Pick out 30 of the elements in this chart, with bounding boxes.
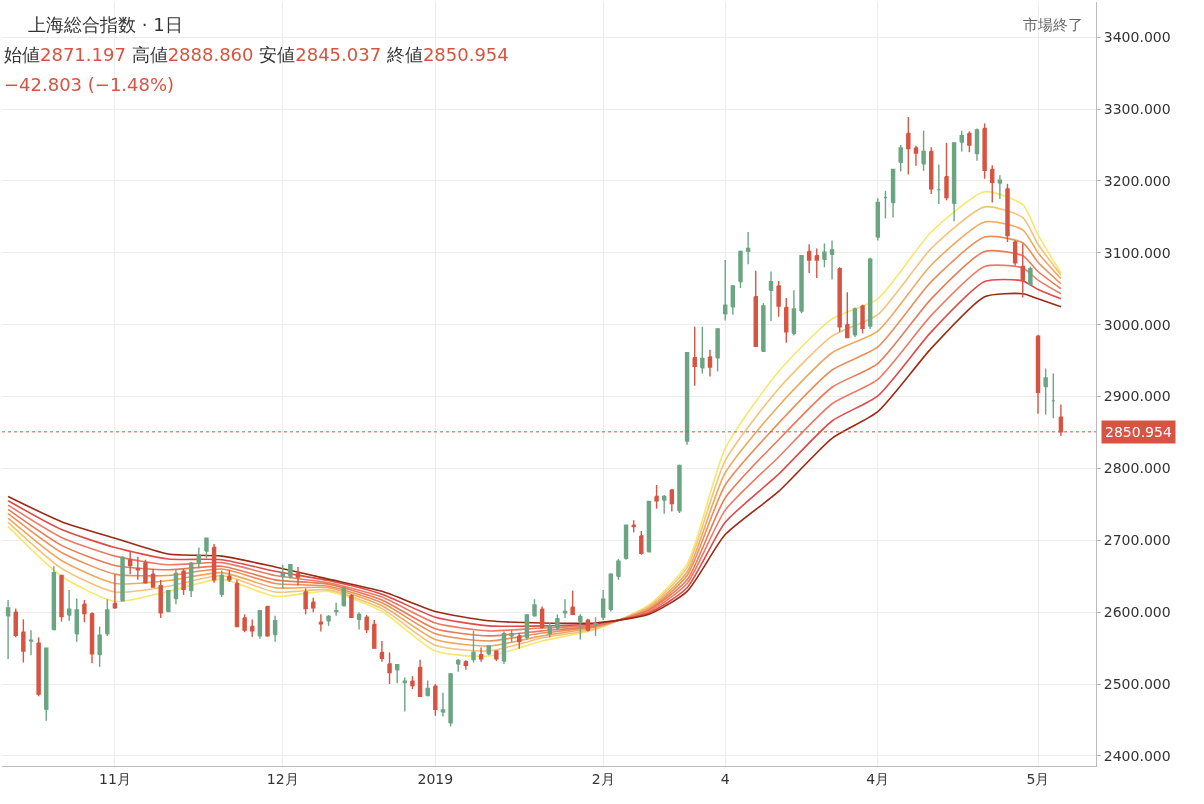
y-tick-label: 2500.000 — [1103, 675, 1171, 692]
text: 上海総合指数 · 1日 — [28, 14, 183, 35]
x-tick-label: 12月 — [266, 770, 299, 787]
y-tick-label: 2900.000 — [1103, 388, 1171, 405]
y-tick-label: 3100.000 — [1103, 244, 1171, 261]
y-tick-label: 3400.000 — [1103, 29, 1171, 46]
y-tick-label: 2800.000 — [1103, 460, 1171, 477]
candlestick — [1005, 183, 1010, 243]
candlestick — [738, 249, 743, 289]
x-tick-label: 5月 — [1026, 770, 1050, 787]
candlestick — [188, 561, 194, 598]
candlestick — [799, 255, 804, 314]
y-tick-label: 3000.000 — [1103, 316, 1171, 333]
candlestick — [173, 569, 179, 605]
x-tick-label: 4 — [720, 770, 730, 787]
text: 始値2871.197 高値2888.860 安値2845.037 終値2850.954 — [4, 44, 509, 65]
x-tick-label: 2月 — [591, 770, 615, 787]
y-tick-label: 3200.000 — [1103, 172, 1171, 189]
candlestick — [951, 142, 957, 222]
y-tick-label: 3300.000 — [1103, 100, 1171, 117]
candlestick — [600, 589, 606, 621]
x-tick-label: 11月 — [99, 770, 131, 787]
annotation: −42.803 (−1.48%) — [4, 74, 175, 95]
annotation: 市場終了 — [1023, 16, 1083, 34]
y-tick-label: 2400.000 — [1103, 747, 1171, 764]
x-tick-label: 4月 — [866, 770, 890, 787]
ref-line-label: 2850.954 — [1105, 424, 1172, 440]
y-tick-label: 2700.000 — [1103, 532, 1171, 549]
y-tick-label: 2600.000 — [1103, 604, 1171, 621]
x-tick-label: 2019 — [417, 770, 454, 787]
